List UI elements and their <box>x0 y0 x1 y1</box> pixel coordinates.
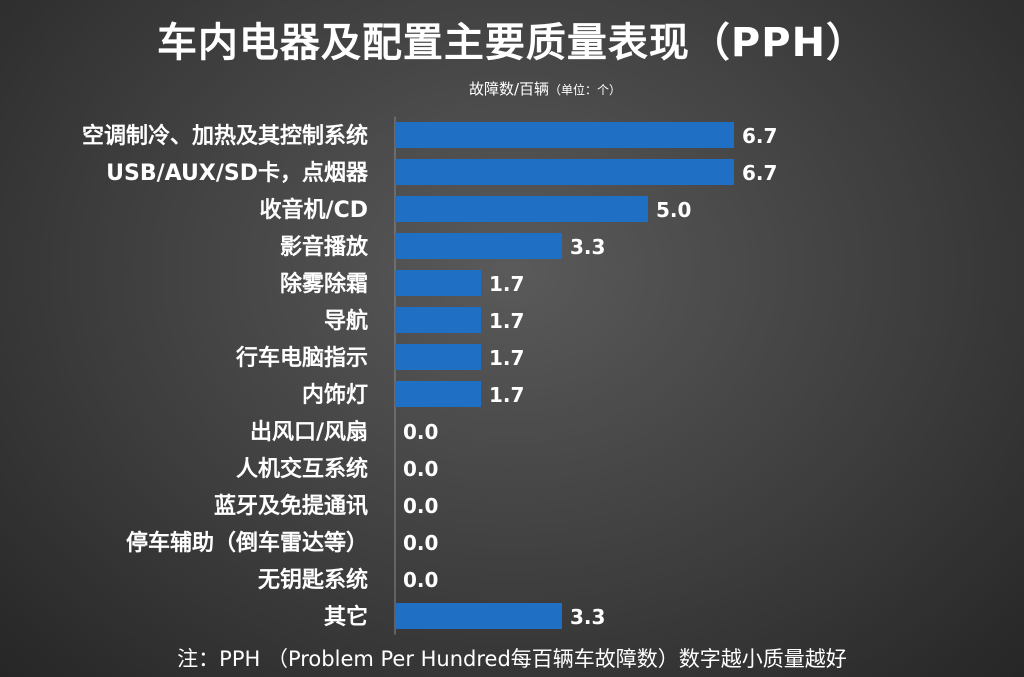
category-label: 空调制冷、加热及其控制系统 <box>82 123 368 149</box>
bar <box>395 381 482 407</box>
subtitle-text: 故障数/百辆 <box>468 80 550 98</box>
bar <box>395 159 735 185</box>
bar <box>395 603 562 629</box>
data-label: 6.7 <box>742 124 777 148</box>
chart-subtitle: 故障数/百辆（单位：个） <box>395 78 695 99</box>
bar <box>395 307 482 333</box>
bar <box>395 233 562 259</box>
category-label: 停车辅助（倒车雷达等） <box>126 530 368 556</box>
subtitle-unit: （单位：个） <box>549 83 622 97</box>
data-label: 1.7 <box>489 346 524 370</box>
category-label: 其它 <box>324 604 368 630</box>
category-label: 无钥匙系统 <box>258 567 368 593</box>
category-label: USB/AUX/SD卡，点烟器 <box>106 160 369 186</box>
data-label: 6.7 <box>742 161 777 185</box>
category-label: 除雾除霜 <box>280 271 368 297</box>
data-label: 0.0 <box>403 494 438 518</box>
data-label: 1.7 <box>489 383 524 407</box>
bar <box>395 196 648 222</box>
chart-title: 车内电器及配置主要质量表现（PPH） <box>156 20 868 66</box>
data-label: 3.3 <box>570 235 605 259</box>
footnote: 注：PPH （Problem Per Hundred每百辆车故障数）数字越小质量… <box>177 647 847 671</box>
data-label: 0.0 <box>403 457 438 481</box>
category-label: 出风口/风扇 <box>250 419 368 445</box>
bar <box>395 122 735 148</box>
category-label: 收音机/CD <box>260 197 368 223</box>
data-label: 5.0 <box>656 198 691 222</box>
category-label: 影音播放 <box>280 234 369 260</box>
category-label: 人机交互系统 <box>236 456 368 482</box>
category-label: 内饰灯 <box>302 382 368 408</box>
bar <box>395 344 482 370</box>
data-label: 0.0 <box>403 568 438 592</box>
data-label: 3.3 <box>570 605 605 629</box>
category-label: 导航 <box>324 308 368 334</box>
data-label: 0.0 <box>403 531 438 555</box>
data-label: 0.0 <box>403 420 438 444</box>
category-label: 蓝牙及免提通讯 <box>214 493 368 519</box>
category-label: 行车电脑指示 <box>235 345 368 371</box>
data-label: 1.7 <box>489 309 524 333</box>
bar <box>395 270 482 296</box>
data-label: 1.7 <box>489 272 524 296</box>
